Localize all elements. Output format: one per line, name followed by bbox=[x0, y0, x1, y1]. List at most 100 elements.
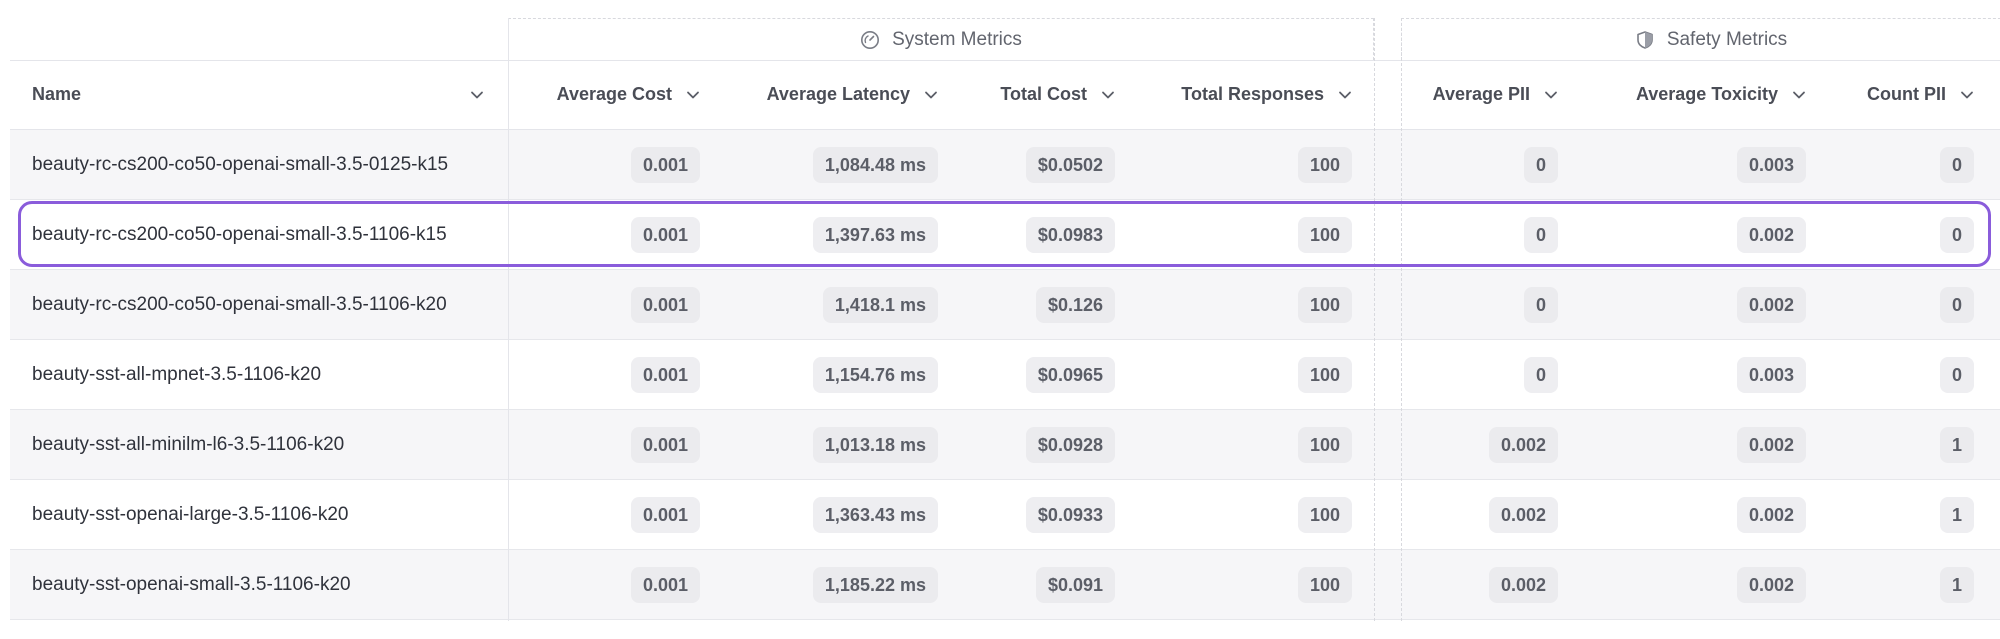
cell-avg-toxicity: 0.003 bbox=[1570, 340, 1806, 410]
column-label-count-pii: Count PII bbox=[1867, 84, 1946, 104]
cell-avg-latency: 1,013.18 ms bbox=[710, 410, 938, 480]
cell-avg-pii: 0 bbox=[1410, 270, 1558, 340]
cell-avg-cost: 0.001 bbox=[510, 480, 700, 550]
cell-avg-latency: 1,084.48 ms bbox=[710, 130, 938, 200]
cell-total-responses: 100 bbox=[1130, 480, 1352, 550]
value-badge: 1,397.63 ms bbox=[812, 217, 938, 253]
cell-total-cost: $0.126 bbox=[950, 270, 1115, 340]
value-badge: 0.003 bbox=[1736, 147, 1806, 183]
table-row[interactable]: beauty-sst-openai-small-3.5-1106-k20 0.0… bbox=[10, 550, 2000, 620]
cell-avg-toxicity: 0.002 bbox=[1570, 480, 1806, 550]
group-safety-label: Safety Metrics bbox=[1666, 28, 1788, 50]
shield-icon bbox=[1635, 30, 1655, 50]
cell-count-pii: 0 bbox=[1820, 340, 1974, 410]
value-badge: 100 bbox=[1297, 217, 1352, 253]
cell-avg-toxicity: 0.002 bbox=[1570, 410, 1806, 480]
group-system-metrics: System Metrics bbox=[508, 18, 1374, 60]
value-badge: 0 bbox=[1523, 287, 1558, 323]
value-badge: 0.002 bbox=[1488, 497, 1558, 533]
value-badge: 100 bbox=[1297, 427, 1352, 463]
column-header-avg-cost[interactable]: Average Cost bbox=[530, 60, 700, 129]
cell-avg-cost: 0.001 bbox=[510, 340, 700, 410]
value-badge: 1 bbox=[1939, 567, 1974, 603]
column-divider bbox=[508, 18, 509, 621]
cell-avg-latency: 1,154.76 ms bbox=[710, 340, 938, 410]
column-header-total-cost[interactable]: Total Cost bbox=[950, 60, 1115, 129]
cell-total-responses: 100 bbox=[1130, 550, 1352, 620]
value-badge: 0.001 bbox=[630, 287, 700, 323]
cell-total-responses: 100 bbox=[1130, 340, 1352, 410]
chevron-down-icon[interactable] bbox=[1101, 88, 1115, 102]
column-label-avg-cost: Average Cost bbox=[556, 84, 672, 104]
gauge-icon bbox=[860, 30, 880, 50]
cell-avg-pii: 0.002 bbox=[1410, 410, 1558, 480]
cell-avg-cost: 0.001 bbox=[510, 410, 700, 480]
group-header-row: System Metrics Safety Metrics bbox=[10, 18, 2000, 61]
table-row[interactable]: beauty-rc-cs200-co50-openai-small-3.5-11… bbox=[10, 270, 2000, 340]
value-badge: 0.001 bbox=[630, 497, 700, 533]
cell-total-cost: $0.0965 bbox=[950, 340, 1115, 410]
value-badge: $0.0965 bbox=[1025, 357, 1115, 393]
value-badge: 0.002 bbox=[1736, 427, 1806, 463]
cell-avg-cost: 0.001 bbox=[510, 270, 700, 340]
chevron-down-icon[interactable] bbox=[686, 88, 700, 102]
chevron-down-icon[interactable] bbox=[470, 88, 484, 102]
cell-count-pii: 1 bbox=[1820, 480, 1974, 550]
cell-name: beauty-rc-cs200-co50-openai-small-3.5-01… bbox=[32, 154, 449, 175]
cell-avg-latency: 1,397.63 ms bbox=[710, 200, 938, 270]
chevron-down-icon[interactable] bbox=[1792, 88, 1806, 102]
value-badge: 0.001 bbox=[630, 427, 700, 463]
value-badge: 0.002 bbox=[1736, 497, 1806, 533]
value-badge: 100 bbox=[1297, 147, 1352, 183]
cell-avg-pii: 0 bbox=[1410, 340, 1558, 410]
column-header-name[interactable]: Name bbox=[32, 60, 484, 129]
cell-count-pii: 1 bbox=[1820, 410, 1974, 480]
column-label-total-responses: Total Responses bbox=[1181, 84, 1324, 104]
table-row[interactable]: beauty-sst-all-mpnet-3.5-1106-k20 0.001 … bbox=[10, 340, 2000, 410]
cell-count-pii: 0 bbox=[1820, 200, 1974, 270]
table-row-selected[interactable]: beauty-rc-cs200-co50-openai-small-3.5-11… bbox=[10, 200, 2000, 270]
chevron-down-icon[interactable] bbox=[924, 88, 938, 102]
value-badge: 0.002 bbox=[1488, 427, 1558, 463]
chevron-down-icon[interactable] bbox=[1338, 88, 1352, 102]
value-badge: 0.002 bbox=[1488, 567, 1558, 603]
value-badge: 0 bbox=[1523, 357, 1558, 393]
value-badge: $0.091 bbox=[1035, 567, 1115, 603]
group-system-label: System Metrics bbox=[892, 28, 1022, 50]
chevron-down-icon[interactable] bbox=[1544, 88, 1558, 102]
value-badge: $0.0928 bbox=[1025, 427, 1115, 463]
cell-avg-toxicity: 0.002 bbox=[1570, 550, 1806, 620]
table-row[interactable]: beauty-sst-openai-large-3.5-1106-k20 0.0… bbox=[10, 480, 2000, 550]
column-label-total-cost: Total Cost bbox=[1000, 84, 1087, 104]
cell-avg-toxicity: 0.003 bbox=[1570, 130, 1806, 200]
value-badge: 0 bbox=[1523, 147, 1558, 183]
value-badge: 1 bbox=[1939, 427, 1974, 463]
value-badge: 0 bbox=[1939, 287, 1974, 323]
value-badge: 100 bbox=[1297, 567, 1352, 603]
cell-name: beauty-rc-cs200-co50-openai-small-3.5-11… bbox=[32, 294, 447, 315]
column-header-total-responses[interactable]: Total Responses bbox=[1130, 60, 1352, 129]
column-header-avg-latency[interactable]: Average Latency bbox=[710, 60, 938, 129]
value-badge: 0.001 bbox=[630, 567, 700, 603]
cell-avg-toxicity: 0.002 bbox=[1570, 200, 1806, 270]
cell-name: beauty-sst-all-mpnet-3.5-1106-k20 bbox=[32, 364, 322, 385]
cell-name: beauty-sst-openai-small-3.5-1106-k20 bbox=[32, 574, 351, 595]
value-badge: 1,013.18 ms bbox=[812, 427, 938, 463]
value-badge: 0.003 bbox=[1736, 357, 1806, 393]
group-divider bbox=[1374, 18, 1375, 621]
chevron-down-icon[interactable] bbox=[1960, 88, 1974, 102]
column-header-count-pii[interactable]: Count PII bbox=[1820, 60, 1974, 129]
column-header-avg-pii[interactable]: Average PII bbox=[1410, 60, 1558, 129]
value-badge: 1,154.76 ms bbox=[812, 357, 938, 393]
column-header-avg-toxicity[interactable]: Average Toxicity bbox=[1570, 60, 1806, 129]
group-safety-metrics: Safety Metrics bbox=[1401, 18, 2000, 60]
table-row[interactable]: beauty-rc-cs200-co50-openai-small-3.5-01… bbox=[10, 130, 2000, 200]
cell-avg-pii: 0.002 bbox=[1410, 480, 1558, 550]
value-badge: 0.001 bbox=[630, 217, 700, 253]
column-header-row: Name Average Cost Average Latency Total … bbox=[10, 60, 2000, 130]
column-label-avg-latency: Average Latency bbox=[766, 84, 910, 104]
column-label-avg-pii: Average PII bbox=[1432, 84, 1530, 104]
cell-total-cost: $0.091 bbox=[950, 550, 1115, 620]
value-badge: $0.126 bbox=[1035, 287, 1115, 323]
table-row[interactable]: beauty-sst-all-minilm-l6-3.5-1106-k20 0.… bbox=[10, 410, 2000, 480]
